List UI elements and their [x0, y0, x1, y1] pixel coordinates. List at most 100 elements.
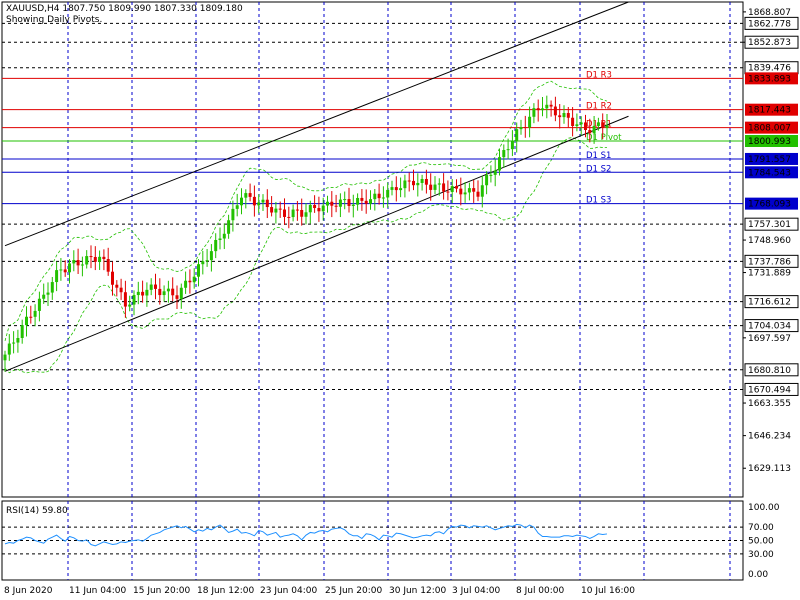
rsi-tick-label: 100.00	[748, 503, 780, 513]
bear-candle	[566, 113, 570, 118]
level-price-label: 1862.778	[748, 19, 791, 29]
bear-candle	[76, 260, 80, 266]
bear-candle	[584, 122, 587, 131]
bull-candle	[528, 116, 532, 128]
bear-candle	[377, 193, 381, 199]
x-tick-label: 11 Jun 04:00	[69, 586, 126, 596]
bull-candle	[184, 280, 188, 288]
bull-candle	[485, 175, 489, 186]
rsi-tick-label: 30.00	[748, 550, 774, 560]
bull-candle	[231, 208, 235, 221]
pivot-price-box	[745, 121, 798, 134]
bear-candle	[394, 187, 398, 191]
bull-candle	[493, 170, 497, 175]
bull-candle	[304, 212, 308, 217]
level-price-box	[744, 254, 799, 268]
level-price-box	[744, 35, 799, 49]
y-tick-label: 1697.597	[748, 334, 791, 344]
envelope-bands	[4, 80, 608, 374]
bull-candle	[532, 108, 536, 117]
bull-candle	[326, 201, 329, 206]
bull-candle	[37, 298, 41, 311]
bull-candle	[489, 174, 493, 176]
bull-candle	[244, 193, 248, 198]
level-price-label: 1852.873	[748, 38, 791, 48]
bull-candle	[433, 184, 437, 190]
level-price-label: 1757.301	[748, 220, 791, 230]
bear-candle	[111, 271, 114, 285]
bear-candle	[278, 208, 282, 210]
candles-series	[3, 95, 609, 372]
bull-candle	[596, 122, 600, 126]
bear-candle	[455, 186, 458, 189]
pivot-name: D1 S3	[586, 196, 611, 206]
bull-candle	[467, 188, 471, 193]
bull-candle	[197, 264, 200, 277]
bear-candle	[287, 216, 291, 218]
bear-candle	[347, 199, 351, 206]
y-tick-label: 1748.960	[748, 236, 791, 246]
y-tick-label: 1731.889	[748, 269, 791, 279]
channel-lower-line	[4, 115, 629, 372]
bear-candle	[588, 130, 592, 134]
bull-candle	[463, 192, 467, 195]
bear-candle	[364, 200, 368, 204]
bull-candle	[605, 125, 609, 128]
pivot-price-label: 1800.993	[748, 137, 791, 147]
bull-candle	[166, 288, 170, 292]
pivot-price-box	[745, 166, 798, 179]
bear-candle	[553, 106, 557, 116]
bear-candle	[571, 117, 575, 126]
level-price-box	[744, 382, 799, 396]
bull-candle	[343, 199, 347, 201]
bull-candle	[321, 205, 325, 212]
bear-candle	[523, 127, 527, 129]
bear-candle	[334, 205, 338, 207]
bull-candle	[12, 342, 16, 344]
bull-candle	[59, 269, 63, 271]
x-tick-label: 10 Jul 16:00	[581, 586, 635, 596]
x-tick-label: 18 Jun 12:00	[197, 586, 254, 596]
level-price-box	[744, 295, 799, 309]
bear-candle	[424, 178, 428, 185]
rsi-tick-label: 70.00	[748, 523, 774, 533]
x-tick-label: 15 Jun 20:00	[133, 586, 190, 596]
x-tick-label: 8 Jul 00:00	[516, 586, 565, 596]
level-price-label: 1716.612	[748, 298, 791, 308]
bull-candle	[399, 188, 403, 191]
pivot-price-box	[745, 197, 798, 210]
bull-candle	[55, 270, 59, 283]
y-tick-label: 1646.234	[748, 432, 791, 442]
lower-band	[4, 137, 608, 374]
bull-candle	[274, 208, 278, 213]
bull-candle	[145, 289, 149, 296]
bull-candle	[192, 276, 196, 283]
bear-candle	[93, 256, 97, 262]
level-price-box	[744, 363, 799, 377]
bull-candle	[33, 310, 37, 317]
bull-candle	[390, 187, 394, 190]
main-frame	[1, 1, 744, 498]
bull-candle	[98, 256, 102, 262]
bear-candle	[558, 115, 562, 118]
channel-upper-line	[4, 1, 629, 247]
bear-candle	[407, 180, 411, 182]
bear-candle	[313, 205, 317, 209]
pivot-name: D1 S2	[586, 164, 611, 174]
y-tick-label: 1868.807	[748, 8, 791, 18]
bull-candle	[291, 209, 295, 218]
bull-candle	[420, 178, 424, 183]
pivot-name: D1 S1	[586, 151, 611, 161]
bear-candle	[270, 207, 274, 213]
bull-candle	[356, 197, 360, 205]
bear-candle	[171, 288, 175, 296]
bear-candle	[188, 280, 192, 283]
bear-candle	[330, 201, 334, 206]
bull-candle	[545, 104, 549, 109]
bull-candle	[480, 185, 484, 197]
bull-candle	[16, 337, 20, 343]
bull-candle	[575, 124, 579, 126]
bull-candle	[498, 157, 501, 171]
rsi-line	[4, 523, 608, 547]
x-tick-label: 25 Jun 20:00	[325, 586, 382, 596]
